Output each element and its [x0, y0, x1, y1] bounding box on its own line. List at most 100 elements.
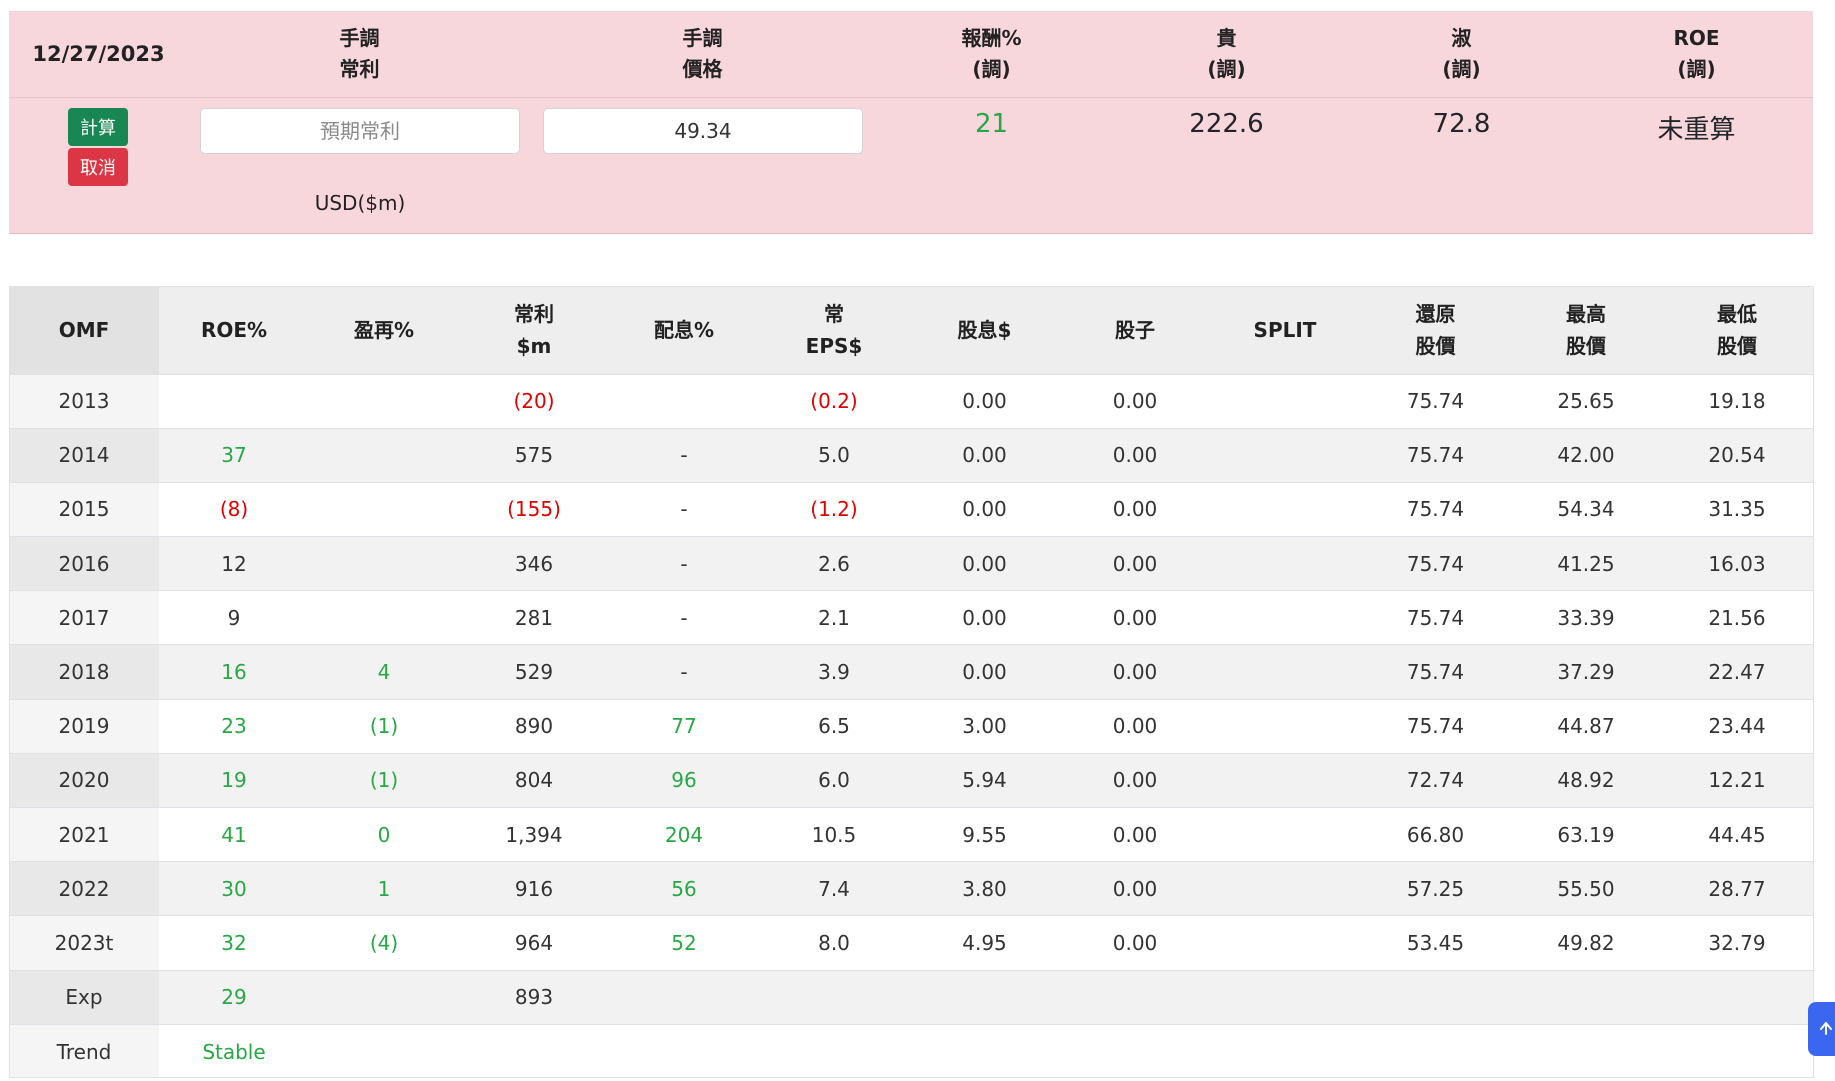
- table-cell: 25.65: [1557, 389, 1615, 414]
- header-return-pct: 報酬% (調): [874, 11, 1109, 97]
- table-cell: 19.18: [1708, 389, 1766, 414]
- table-cell: 1,394: [505, 822, 563, 847]
- column-header-line1: 股息$: [957, 317, 1012, 342]
- table-cell: 281: [514, 605, 554, 630]
- table-row: 2015 (8) (155) - (1.2) 0.00 0.00 75.74 54.34 31.3…: [9, 482, 1813, 537]
- table-cell: 72.74: [1406, 768, 1465, 793]
- table-header-row: OMF ROE% 盈再% 常利 $m 配息% 常 EPS$ 股息$ 股子 SPLIT 還原 股價 最高 股價…: [9, 286, 1813, 374]
- column-header: 盈再%: [309, 286, 459, 374]
- table-cell: [1210, 862, 1360, 916]
- table-cell: 57.25: [1406, 876, 1465, 901]
- column-header-line1: OMF: [58, 317, 110, 342]
- table-cell: [1210, 699, 1360, 753]
- header-cheap-line2: (調): [1442, 57, 1481, 81]
- scroll-to-top-button[interactable]: [1808, 1002, 1835, 1056]
- table-cell: [1210, 916, 1360, 970]
- row-label: 2013: [9, 374, 159, 429]
- table-cell: [759, 970, 909, 1024]
- column-header: 配息%: [609, 286, 759, 374]
- table-cell: [1511, 970, 1661, 1024]
- table-cell: 55.50: [1557, 876, 1615, 901]
- table-cell: 75.74: [1406, 660, 1465, 685]
- arrow-up-icon: [1818, 1017, 1834, 1042]
- table-cell: 23.44: [1708, 714, 1766, 739]
- table-cell: 4: [377, 660, 391, 685]
- table-cell: [1661, 970, 1813, 1024]
- cancel-button[interactable]: 取消: [68, 148, 128, 186]
- table-cell: [1210, 374, 1360, 428]
- return-pct-value: 21: [974, 109, 1009, 139]
- table-cell: 6.5: [818, 714, 850, 739]
- table-cell: [309, 1024, 459, 1078]
- table-cell: 0.00: [962, 660, 1007, 685]
- table-header: OMF ROE% 盈再% 常利 $m 配息% 常 EPS$ 股息$ 股子 SPLIT 還原 股價 最高 股價…: [9, 286, 1813, 374]
- table-cell: 575: [514, 443, 554, 468]
- column-header: 股息$: [909, 286, 1060, 374]
- table-cell: (1.2): [810, 497, 858, 522]
- table-cell: [1060, 970, 1210, 1024]
- column-header: 常 EPS$: [759, 286, 909, 374]
- row-label: 2019: [9, 699, 159, 754]
- currency-label: USD($m): [314, 191, 406, 215]
- table-cell: 0.00: [1112, 389, 1158, 414]
- row-label: 2023t: [9, 915, 159, 971]
- column-header-line2: 股價: [1717, 333, 1757, 358]
- header-adj-price-line2: 價格: [682, 57, 723, 81]
- table-cell: 12: [221, 551, 247, 576]
- header-return-pct-line1: 報酬%: [961, 26, 1022, 50]
- table-cell: 1: [377, 876, 391, 901]
- table-cell: 3.00: [962, 714, 1007, 739]
- financial-table: OMF ROE% 盈再% 常利 $m 配息% 常 EPS$ 股息$ 股子 SPLIT 還原 股價 最高 股價…: [9, 286, 1813, 1079]
- table-cell: 3.9: [818, 660, 850, 685]
- table-cell: 0.00: [1112, 605, 1158, 630]
- header-adj-profit-line1: 手調: [339, 26, 380, 50]
- calculate-button[interactable]: 計算: [68, 108, 128, 146]
- adjusted-price-input[interactable]: [543, 108, 863, 154]
- table-cell: 9: [227, 605, 241, 630]
- table-cell: 23: [221, 714, 247, 739]
- table-cell: [1210, 537, 1360, 591]
- table-cell: 22.47: [1708, 660, 1766, 685]
- column-header: 最高 股價: [1511, 286, 1661, 374]
- table-cell: 0.00: [962, 497, 1007, 522]
- column-header-line1: 常: [824, 301, 844, 326]
- table-row: 2018 16 4 529 - 3.9 0.00 0.00 75.74 37.29 22.47: [9, 644, 1813, 700]
- table-row: 2016 12 346 - 2.6 0.00 0.00 75.74 41.25 16.03: [9, 536, 1813, 591]
- table-cell: 48.92: [1557, 768, 1615, 793]
- table-cell: 16: [221, 660, 247, 685]
- table-cell: -: [680, 497, 688, 522]
- table-cell: 16.03: [1708, 551, 1766, 576]
- table-row: 2017 9 281 - 2.1 0.00 0.00 75.74 33.39 21.56: [9, 590, 1813, 645]
- table-cell: 21.56: [1708, 605, 1766, 630]
- table-cell: 56: [671, 876, 697, 901]
- table-cell: 6.0: [818, 768, 850, 793]
- table-cell: [1210, 428, 1360, 482]
- adjustment-panel: 12/27/2023 手調 常利 手調 價格 報酬% (調) 貴 (調) 淑 (…: [9, 11, 1813, 234]
- cheap-value: 72.8: [1432, 109, 1491, 139]
- table-cell: -: [680, 443, 688, 468]
- column-header: OMF: [9, 286, 159, 374]
- row-label: 2016: [9, 536, 159, 591]
- row-label: 2014: [9, 428, 159, 483]
- table-row: 2023t 32 (4) 964 52 8.0 4.95 0.00 53.45 49.82 32.7…: [9, 915, 1813, 971]
- table-cell: 0: [377, 822, 391, 847]
- header-expensive-line1: 貴: [1216, 26, 1237, 50]
- table-cell: 5.94: [962, 768, 1007, 793]
- table-cell: 75.74: [1406, 551, 1465, 576]
- expected-profit-input[interactable]: [200, 108, 520, 154]
- header-adj-price-line1: 手調: [682, 26, 723, 50]
- table-cell: [1360, 1024, 1511, 1078]
- table-cell: 49.82: [1557, 930, 1615, 955]
- table-cell: 0.00: [1112, 497, 1158, 522]
- table-row: 2020 19 (1) 804 96 6.0 5.94 0.00 72.74 48.92 12.21: [9, 753, 1813, 808]
- table-cell: 33.39: [1557, 605, 1615, 630]
- table-cell: 44.87: [1557, 714, 1615, 739]
- table-cell: 5.0: [818, 443, 850, 468]
- table-cell: -: [680, 660, 688, 685]
- table-cell: 0.00: [1112, 822, 1158, 847]
- table-cell: 77: [671, 714, 697, 739]
- table-cell: -: [680, 605, 688, 630]
- column-header: SPLIT: [1210, 286, 1360, 374]
- table-cell: 32.79: [1708, 930, 1766, 955]
- table-cell: 529: [514, 660, 554, 685]
